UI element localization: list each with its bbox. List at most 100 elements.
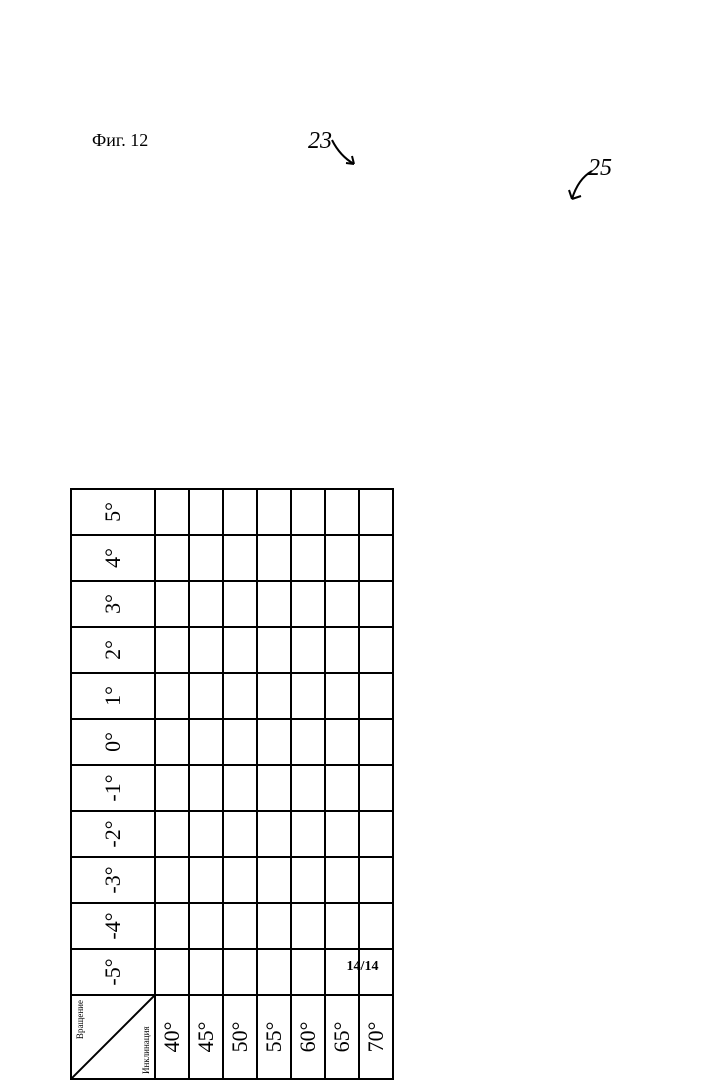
cell xyxy=(223,627,257,673)
cell xyxy=(291,949,325,995)
cell xyxy=(291,811,325,857)
cell xyxy=(155,489,189,535)
col-header: 3° xyxy=(71,581,155,627)
rotated-table-group: Вращение Инклинация -5° -4° -3° -2° -1° … xyxy=(70,488,394,1080)
cell xyxy=(291,903,325,949)
cell xyxy=(257,719,291,765)
cell xyxy=(155,581,189,627)
table-row: 70° xyxy=(359,489,393,1079)
cell xyxy=(155,535,189,581)
cell xyxy=(155,627,189,673)
cell xyxy=(359,535,393,581)
diag-bottom-label: Инклинация xyxy=(141,1026,151,1074)
cell xyxy=(223,535,257,581)
table-row: 50° xyxy=(223,489,257,1079)
cell xyxy=(257,857,291,903)
cell xyxy=(155,765,189,811)
col-header: 1° xyxy=(71,673,155,719)
cell xyxy=(257,627,291,673)
cell xyxy=(223,489,257,535)
cell xyxy=(189,627,223,673)
cell xyxy=(189,811,223,857)
cell xyxy=(359,811,393,857)
diag-header-cell: Вращение Инклинация xyxy=(71,995,155,1079)
table-row: 55° xyxy=(257,489,291,1079)
cell xyxy=(189,489,223,535)
cell xyxy=(359,673,393,719)
row-header: 45° xyxy=(189,995,223,1079)
cell xyxy=(359,765,393,811)
callout-25: 25 xyxy=(588,155,612,182)
col-header: 0° xyxy=(71,719,155,765)
cell xyxy=(223,765,257,811)
row-header: 40° xyxy=(155,995,189,1079)
cell xyxy=(155,719,189,765)
cell xyxy=(257,949,291,995)
col-header: 2° xyxy=(71,627,155,673)
cell xyxy=(359,489,393,535)
cell xyxy=(291,857,325,903)
cell xyxy=(223,949,257,995)
table-row: 60° xyxy=(291,489,325,1079)
cell xyxy=(291,581,325,627)
figure-label: Фиг. 12 xyxy=(92,130,148,151)
cell xyxy=(257,765,291,811)
cell xyxy=(189,719,223,765)
row-header: 60° xyxy=(291,995,325,1079)
cell xyxy=(257,811,291,857)
col-header: -3° xyxy=(71,857,155,903)
cell xyxy=(223,581,257,627)
row-header: 65° xyxy=(325,995,359,1079)
cell xyxy=(291,719,325,765)
col-header: -1° xyxy=(71,765,155,811)
callout-25-arrow xyxy=(568,169,602,209)
cell xyxy=(291,765,325,811)
cell xyxy=(359,903,393,949)
cell xyxy=(189,581,223,627)
cell xyxy=(325,581,359,627)
row-header: 70° xyxy=(359,995,393,1079)
cell xyxy=(325,719,359,765)
table-row: 45° xyxy=(189,489,223,1079)
col-header: -4° xyxy=(71,903,155,949)
cell xyxy=(359,857,393,903)
cell xyxy=(155,673,189,719)
col-header: -2° xyxy=(71,811,155,857)
cell xyxy=(291,535,325,581)
cell xyxy=(291,489,325,535)
table-row: 65° xyxy=(325,489,359,1079)
col-header: 4° xyxy=(71,535,155,581)
cell xyxy=(325,627,359,673)
cell xyxy=(189,903,223,949)
cell xyxy=(257,535,291,581)
diag-top-label: Вращение xyxy=(75,1000,85,1039)
col-header: 5° xyxy=(71,489,155,535)
cell xyxy=(223,857,257,903)
table-row: 40° xyxy=(155,489,189,1079)
cell xyxy=(155,857,189,903)
cell xyxy=(223,903,257,949)
cell xyxy=(257,581,291,627)
cell xyxy=(325,765,359,811)
page-number: 14/14 xyxy=(347,959,379,975)
cell xyxy=(189,949,223,995)
cell xyxy=(155,903,189,949)
cell xyxy=(189,765,223,811)
cell xyxy=(325,489,359,535)
cell xyxy=(155,949,189,995)
cell xyxy=(325,857,359,903)
row-header: 50° xyxy=(223,995,257,1079)
cell xyxy=(257,673,291,719)
cell xyxy=(291,673,325,719)
row-header: 55° xyxy=(257,995,291,1079)
page: Фиг. 12 23 25 xyxy=(0,0,725,1000)
cell xyxy=(257,489,291,535)
cell xyxy=(189,535,223,581)
cell xyxy=(325,535,359,581)
callout-23-arrow xyxy=(330,138,370,173)
cell xyxy=(359,719,393,765)
table-header-row: Вращение Инклинация -5° -4° -3° -2° -1° … xyxy=(71,489,155,1079)
callout-23: 23 xyxy=(308,128,332,155)
cell xyxy=(189,857,223,903)
cell xyxy=(223,719,257,765)
